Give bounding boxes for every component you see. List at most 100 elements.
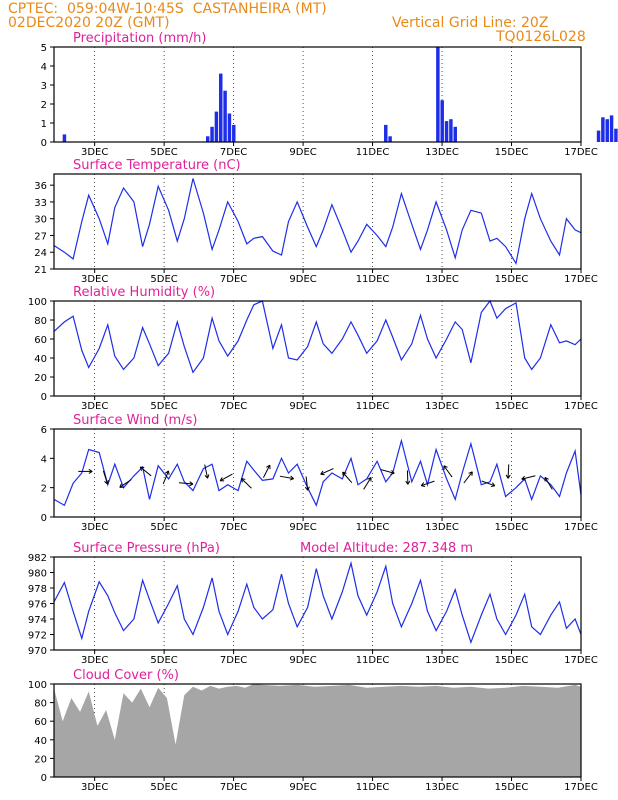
wind-arrow [178,482,194,485]
y-tick-label: 33 [34,198,47,209]
wind-arrow [481,480,495,487]
x-tick-label: 11DEC [356,522,390,533]
x-tick-label: 5DEC [150,274,177,285]
plot-frame [53,683,582,778]
panel-title: Surface Temperature (nC) [73,158,241,173]
plot-frame [53,300,582,397]
series-line [53,178,582,266]
panel-4: 0 2 4 6 3DEC 5DEC 7DEC 9DEC 11DEC 13DEC 15DEC 17DEC… [41,413,598,533]
x-tick-label: 17DEC [564,147,598,158]
y-tick-label: 100 [28,297,47,308]
x-tick-label: 17DEC [564,782,598,793]
wind-arrow [139,466,152,477]
x-tick-label: 17DEC [564,522,598,533]
wind-arrow [463,471,473,484]
precip-bar [219,73,223,142]
x-tick-label: 13DEC [425,147,459,158]
y-tick-label: 30 [34,215,47,226]
x-tick-label: 15DEC [495,401,529,412]
y-tick-label: 27 [34,231,47,242]
y-tick-label: 24 [34,248,47,259]
header-grid-line: Vertical Grid Line: 20Z [392,15,549,31]
wind-arrow-head [189,481,194,487]
y-tick-label: 982 [28,553,47,564]
y-tick-label: 980 [28,569,47,580]
precip-bar [453,126,457,142]
precip-bar [436,47,440,142]
precip-bar [609,115,614,142]
x-tick-label: 5DEC [150,147,177,158]
precip-bar [384,124,388,142]
wind-arrow-head [544,476,549,482]
x-tick-label: 5DEC [150,655,177,666]
y-tick-label: 60 [34,335,47,346]
x-tick-label: 7DEC [220,274,247,285]
x-tick-label: 17DEC [564,655,598,666]
x-tick-label: 9DEC [289,147,316,158]
x-tick-label: 3DEC [81,522,108,533]
y-tick-label: 4 [41,454,47,465]
panel-title: Cloud Cover (%) [73,668,179,683]
precip-bar [440,100,444,142]
header-model-id: TQ0126L028 [496,29,586,45]
wind-arrow-head [420,482,426,488]
x-tick-label: 7DEC [220,655,247,666]
wind-arrow-head [342,471,347,477]
x-tick-label: 15DEC [495,274,529,285]
panel-3: 0 20 40 60 80 100 3DEC 5DEC 7DEC 9DEC 11DEC 13DEC 15… [28,285,598,412]
x-tick-label: 3DEC [81,655,108,666]
x-tick-label: 15DEC [495,147,529,158]
x-tick-label: 9DEC [289,274,316,285]
y-tick-label: 21 [34,265,47,276]
y-tick-label: 80 [34,316,47,327]
x-tick-label: 5DEC [150,522,177,533]
series-line [53,560,582,645]
y-tick-label: 5 [41,43,47,54]
header-station: CPTEC: 059:04W-10:45S CASTANHEIRA (MT) [8,1,327,17]
panel-2: 21 24 27 30 33 36 3DEC 5DEC 7DEC 9DEC 11DEC 13DEC 15… [34,158,598,285]
x-tick-label: 9DEC [289,522,316,533]
series-line [53,299,582,374]
x-tick-label: 13DEC [425,522,459,533]
wind-arrow-head [405,480,411,485]
precip-bar [605,119,609,142]
x-tick-label: 13DEC [425,655,459,666]
header-datetime: 02DEC2020 20Z (GMT) [8,15,170,31]
panel-annotation: Model Altitude: 287.348 m [300,541,473,556]
y-tick-label: 100 [28,680,47,691]
precip-bar [449,119,453,142]
wind-arrow-head [219,477,225,482]
x-tick-label: 11DEC [356,274,390,285]
wind-arrow-head [164,470,170,475]
wind-arrow [305,476,309,491]
y-tick-label: 0 [41,392,47,403]
precip-bar [388,136,392,142]
x-tick-label: 13DEC [425,274,459,285]
wind-arrow [241,478,252,489]
x-tick-label: 3DEC [81,147,108,158]
wind-arrow-head [443,465,448,470]
cloud-cover-area [54,684,581,777]
y-tick-label: 972 [28,631,47,642]
x-tick-label: 9DEC [289,401,316,412]
x-tick-label: 11DEC [356,782,390,793]
wind-arrow [507,464,510,479]
x-tick-label: 15DEC [495,782,529,793]
x-tick-label: 3DEC [81,274,108,285]
x-tick-label: 3DEC [81,401,108,412]
wind-arrow [521,475,536,480]
precip-bar [210,126,214,142]
x-tick-label: 7DEC [220,401,247,412]
wind-arrow [421,480,435,487]
precip-bar [214,111,219,142]
wind-arrow-head [390,469,395,475]
x-tick-label: 15DEC [495,655,529,666]
wind-arrow-head [266,464,271,470]
x-tick-label: 13DEC [425,401,459,412]
y-tick-label: 0 [41,513,47,524]
wind-arrow-head [320,470,325,476]
panel-title: Precipitation (mm/h) [73,31,206,46]
precip-bar [596,130,601,142]
precip-bar [444,121,449,142]
